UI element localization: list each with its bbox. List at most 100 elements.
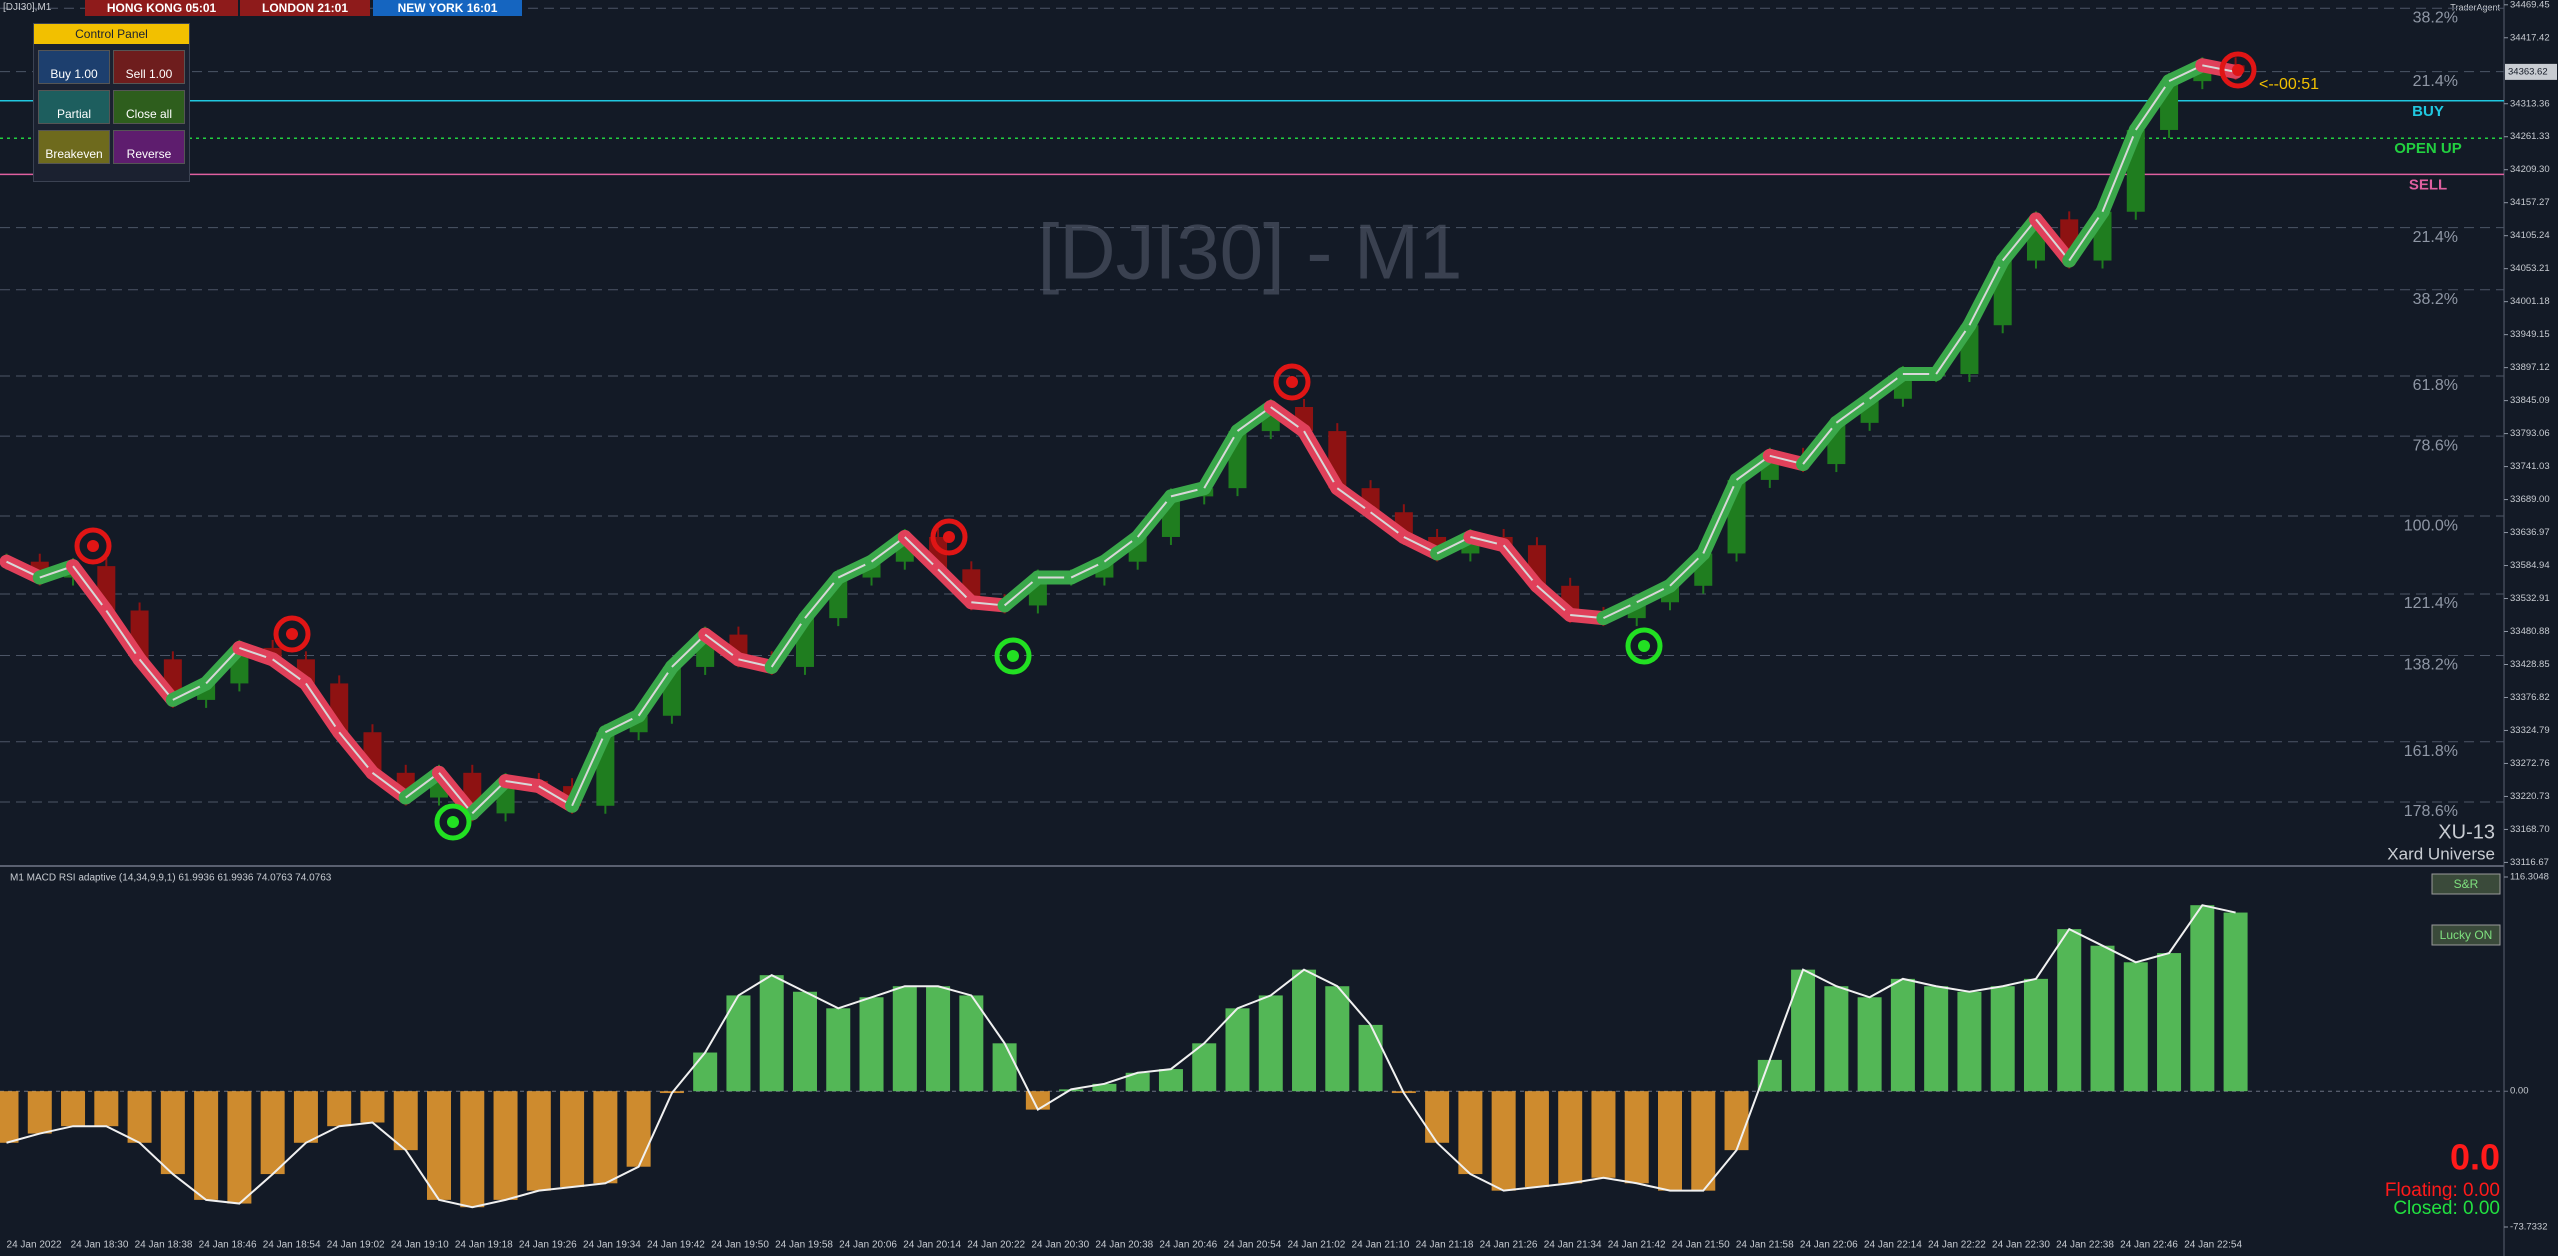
histogram-bar bbox=[1957, 991, 1982, 1092]
x-tick-label: 24 Jan 19:50 bbox=[711, 1240, 769, 1251]
ribbon-core bbox=[1303, 430, 1339, 489]
histogram-bar bbox=[1524, 1091, 1549, 1187]
x-tick-label: 24 Jan 22:22 bbox=[1928, 1240, 1986, 1251]
x-tick-label: 24 Jan 19:10 bbox=[391, 1240, 449, 1251]
ribbon-core bbox=[2101, 129, 2137, 213]
histogram-bar bbox=[892, 986, 917, 1092]
button[interactable] bbox=[2431, 924, 2501, 946]
signal-ring bbox=[1273, 363, 1311, 401]
y-tick-label: 34417.42 bbox=[2510, 32, 2550, 43]
y-tick-label: 33897.12 bbox=[2510, 362, 2550, 373]
sell-button[interactable]: Sell 1.00 bbox=[113, 50, 185, 84]
ribbon-core bbox=[105, 609, 141, 660]
histogram-bar bbox=[959, 995, 984, 1092]
ribbon-core bbox=[1802, 422, 1838, 465]
level-label: BUY bbox=[2412, 103, 2444, 120]
x-tick-label: 24 Jan 21:42 bbox=[1608, 1240, 1666, 1251]
histogram-bar bbox=[1757, 1059, 1782, 1092]
histogram-bar bbox=[1158, 1069, 1183, 1092]
histogram-bar bbox=[992, 1043, 1017, 1092]
signal-dot bbox=[2232, 64, 2244, 76]
histogram-bar bbox=[1458, 1091, 1483, 1175]
panel-title: Control Panel bbox=[34, 24, 189, 44]
histogram-bar bbox=[427, 1091, 452, 1200]
signal-dot bbox=[286, 628, 298, 640]
histogram-bar bbox=[227, 1091, 252, 1204]
x-tick-label: 24 Jan 19:34 bbox=[583, 1240, 641, 1251]
histogram-bar bbox=[327, 1091, 352, 1127]
x-tick-label: 24 Jan 18:54 bbox=[263, 1240, 321, 1251]
histogram-bar bbox=[1425, 1091, 1450, 1143]
histogram-bar bbox=[493, 1091, 518, 1200]
ribbon-core bbox=[770, 617, 806, 668]
ribbon-core bbox=[2134, 80, 2170, 131]
current-price-box bbox=[2505, 63, 2557, 80]
histogram-bar bbox=[1591, 1091, 1616, 1178]
ribbon-core bbox=[338, 731, 374, 774]
histogram-bar bbox=[460, 1091, 485, 1208]
y-tick-label: 33584.94 bbox=[2510, 560, 2550, 571]
x-tick-label: 24 Jan 20:14 bbox=[903, 1240, 961, 1251]
histogram-bar bbox=[726, 995, 751, 1092]
x-tick-label: 24 Jan 21:10 bbox=[1352, 1240, 1410, 1251]
signal-ring bbox=[434, 803, 472, 841]
signal-dot bbox=[1286, 376, 1298, 388]
x-tick-label: 24 Jan 22:46 bbox=[2120, 1240, 2178, 1251]
histogram-bar bbox=[1990, 986, 2015, 1092]
x-tick-label: 24 Jan 21:02 bbox=[1288, 1240, 1346, 1251]
button-label[interactable]: S&R bbox=[2454, 877, 2479, 891]
current-price: 34363.62 bbox=[2508, 66, 2548, 77]
histogram-bar bbox=[61, 1091, 86, 1127]
reverse-button[interactable]: Reverse bbox=[113, 130, 185, 164]
breakeven-button[interactable]: Breakeven bbox=[38, 130, 110, 164]
x-tick-label: 24 Jan 19:26 bbox=[519, 1240, 577, 1251]
fib-label: 178.6% bbox=[2404, 803, 2458, 820]
ribbon-core bbox=[438, 772, 474, 815]
y-tick-label: 34157.27 bbox=[2510, 197, 2550, 208]
histogram-bar bbox=[593, 1091, 618, 1184]
x-tick-label: 24 Jan 19:58 bbox=[775, 1240, 833, 1251]
signal-ring bbox=[2219, 51, 2257, 89]
y-tick-label: 33480.88 bbox=[2510, 626, 2550, 637]
y-tick-label: 34053.21 bbox=[2510, 263, 2550, 274]
buy-button[interactable]: Buy 1.00 bbox=[38, 50, 110, 84]
level-label: SELL bbox=[2409, 176, 2447, 193]
histogram-bar bbox=[194, 1091, 219, 1200]
signal-dot bbox=[1007, 650, 1019, 662]
y-tick-label: 34105.24 bbox=[2510, 230, 2550, 241]
closed: Closed: 0.00 bbox=[2393, 1198, 2500, 1219]
partial-button[interactable]: Partial bbox=[38, 90, 110, 124]
ribbon-core bbox=[1669, 552, 1704, 587]
histogram-bar bbox=[1092, 1083, 1117, 1092]
close-all-button[interactable]: Close all bbox=[113, 90, 185, 124]
y-tick-label: 33741.03 bbox=[2510, 461, 2550, 472]
button[interactable] bbox=[2431, 873, 2501, 895]
ribbon-core bbox=[671, 633, 706, 668]
x-tick-label: 24 Jan 20:38 bbox=[1095, 1240, 1153, 1251]
histogram-bar bbox=[393, 1091, 418, 1151]
ribbon-core bbox=[2001, 218, 2037, 262]
y-tick-label: 33428.85 bbox=[2510, 659, 2550, 670]
signal-ring bbox=[273, 615, 311, 653]
ribbon-core bbox=[205, 647, 241, 685]
fib-label: 21.4% bbox=[2413, 229, 2458, 246]
indicator-buttons: S&R Lucky ON bbox=[2431, 873, 2501, 946]
fib-label: 21.4% bbox=[2413, 73, 2458, 90]
signal-dot bbox=[87, 540, 99, 552]
button-label[interactable]: Lucky ON bbox=[2440, 928, 2493, 942]
x-tick-label: 24 Jan 22:06 bbox=[1800, 1240, 1858, 1251]
y-tick-label: 33636.97 bbox=[2510, 527, 2550, 538]
ribbon-core bbox=[1968, 260, 2004, 326]
histogram-bar bbox=[1791, 969, 1816, 1092]
fib-label: 138.2% bbox=[2404, 657, 2458, 674]
fib-label: 78.6% bbox=[2413, 437, 2458, 454]
x-tick-label: 24 Jan 20:54 bbox=[1223, 1240, 1281, 1251]
y-tick-label: 116.3048 bbox=[2510, 872, 2549, 883]
ribbon-core bbox=[1136, 495, 1172, 538]
indicator-line bbox=[6, 904, 2236, 1209]
histogram-bar bbox=[1125, 1072, 1150, 1092]
ribbon-core bbox=[571, 731, 607, 807]
x-tick-label: 24 Jan 21:58 bbox=[1736, 1240, 1794, 1251]
